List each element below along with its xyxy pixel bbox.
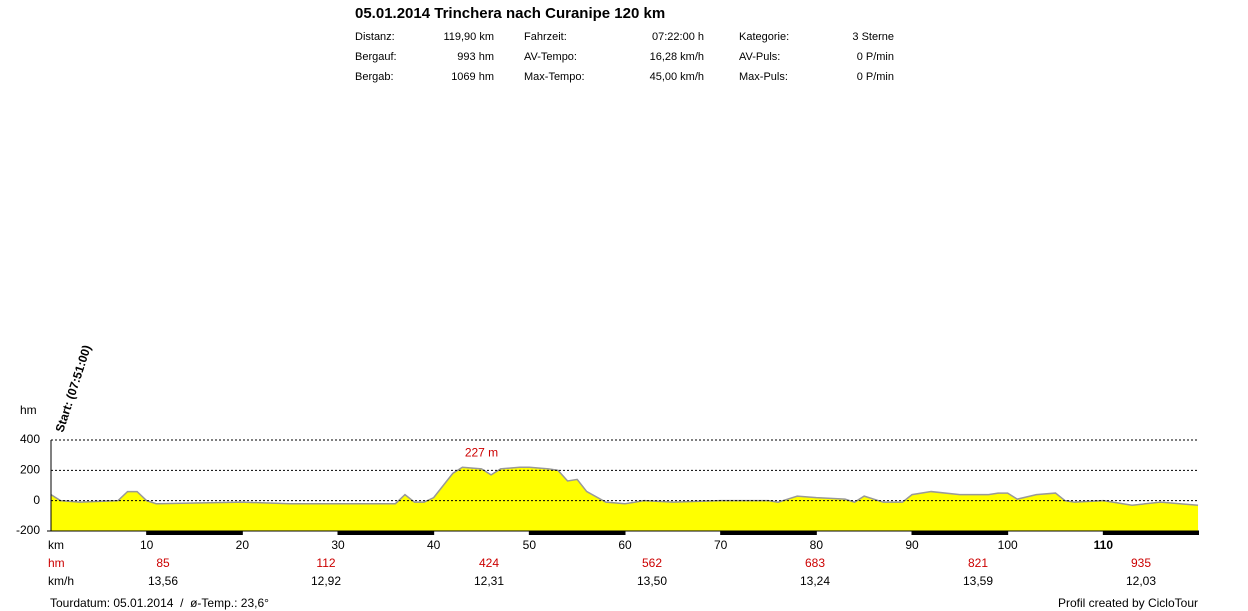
x-tick-label: 30 [331, 538, 345, 552]
x-tick-label: 60 [618, 538, 632, 552]
axis-band [338, 531, 434, 535]
y-tick-label: 0 [33, 493, 40, 507]
hm-value: 85 [156, 556, 170, 570]
stat-value: 0 P/min [857, 51, 894, 63]
axis-band [529, 531, 625, 535]
kmh-value: 13,50 [637, 574, 667, 588]
stat-label: Bergauf: [355, 51, 397, 63]
x-tick-label: 70 [714, 538, 728, 552]
kmh-value: 12,03 [1126, 574, 1156, 588]
axis-band [146, 531, 243, 535]
kmh-row-label: km/h [48, 574, 74, 588]
hm-value: 935 [1131, 556, 1151, 570]
stat-label: Kategorie: [739, 31, 789, 43]
hm-value: 112 [316, 556, 335, 570]
y-tick-label: 200 [20, 463, 40, 477]
stat-label: Bergab: [355, 71, 394, 83]
kmh-value: 12,31 [474, 574, 504, 588]
footer-left: Tourdatum: 05.01.2014 / ø-Temp.: 23,6° [50, 596, 269, 610]
x-tick-label: 40 [427, 538, 441, 552]
stat-value: 45,00 km/h [650, 71, 704, 83]
stat-value: 119,90 km [443, 31, 494, 43]
y-axis-label: hm [20, 403, 37, 417]
stat-label: AV-Tempo: [524, 51, 577, 63]
stat-value: 3 Sterne [852, 31, 894, 43]
axis-band [912, 531, 1008, 535]
x-tick-label: 90 [905, 538, 919, 552]
hm-value: 562 [642, 556, 662, 570]
hm-value: 683 [805, 556, 825, 570]
axis-band [1103, 531, 1199, 535]
x-tick-label: 100 [998, 538, 1018, 552]
stat-value: 1069 hm [451, 71, 494, 83]
x-tick-label: 80 [810, 538, 824, 552]
start-label: Start: (07:51:00) [53, 343, 94, 434]
stat-value: 0 P/min [857, 71, 894, 83]
title: 05.01.2014 Trinchera nach Curanipe 120 k… [355, 5, 665, 22]
area-fill [51, 467, 1199, 531]
hm-value: 821 [968, 556, 988, 570]
x-tick-label: 110 [1094, 538, 1114, 552]
stat-label: Max-Tempo: [524, 71, 585, 83]
stat-label: AV-Puls: [739, 51, 780, 63]
footer-right: Profil created by CicloTour [1058, 596, 1198, 610]
axis-band [720, 531, 817, 535]
y-tick-label: -200 [16, 523, 40, 537]
hm-value: 424 [479, 556, 499, 570]
kmh-value: 13,59 [963, 574, 993, 588]
x-tick-label: 10 [140, 538, 154, 552]
stat-value: 16,28 km/h [650, 51, 704, 63]
stat-label: Max-Puls: [739, 71, 788, 83]
x-tick-label: 50 [523, 538, 537, 552]
stat-label: Distanz: [355, 31, 395, 43]
profile-line [50, 466, 1199, 506]
kmh-value: 13,24 [800, 574, 830, 588]
annotation: 227 m [465, 445, 498, 459]
x-axis-label: km [48, 538, 64, 552]
x-tick-label: 20 [236, 538, 250, 552]
kmh-value: 12,92 [311, 574, 341, 588]
kmh-value: 13,56 [148, 574, 178, 588]
stat-value: 993 hm [457, 51, 494, 63]
stat-label: Fahrzeit: [524, 31, 567, 43]
stat-value: 07:22:00 h [652, 31, 704, 43]
hm-row-label: hm [48, 556, 65, 570]
y-tick-label: 400 [20, 432, 40, 446]
